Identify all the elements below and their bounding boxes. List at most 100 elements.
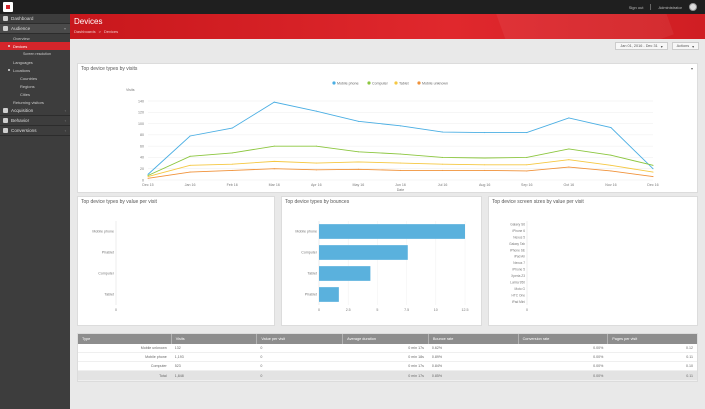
x-tick-label: Apr 16 (311, 183, 322, 187)
table-cell: Mobile unknown (140, 346, 167, 350)
column-header[interactable]: Average duration (342, 334, 428, 344)
sidebar-item-dashboard[interactable]: Dashboard (0, 14, 70, 24)
data-point (273, 101, 275, 103)
column-header[interactable]: Conversion rate (517, 334, 608, 344)
table-cell: 0.00% (593, 355, 604, 359)
chevron-left-icon: ‹ (64, 118, 66, 123)
chevron-left-icon: ‹ (64, 108, 66, 113)
data-point (315, 110, 317, 112)
category-label: Galaxy S6 (510, 222, 525, 226)
data-point (231, 152, 233, 154)
data-point (273, 168, 275, 170)
category-label: Phablet (102, 251, 114, 255)
sidebar-item-screen-resolution[interactable]: Screen resolution (0, 50, 70, 58)
sidebar-item-regions[interactable]: Regions (0, 82, 70, 90)
sidebar-item-label: Overview (13, 35, 30, 41)
y-tick-label: 60 (140, 144, 144, 148)
table-cell: 0 min 17s (408, 373, 424, 378)
devices-table: Type Visits Value per visit Average dura… (77, 333, 698, 382)
x-tick-label: Dec 16 (647, 183, 658, 187)
sidebar-item-label: Conversions (11, 128, 37, 133)
category-label: iPad Mini (512, 300, 525, 304)
data-point (652, 171, 654, 173)
data-point (147, 176, 149, 178)
data-point (400, 125, 401, 127)
x-tick-label: Jul 16 (438, 183, 448, 187)
chevron-down-icon: ▾ (63, 26, 66, 31)
category-label: Computer (98, 272, 115, 276)
column-header[interactable]: Pages per visit (607, 334, 697, 344)
data-point (442, 156, 444, 158)
category-label: iPhone 5 (512, 268, 525, 272)
table-row: Computer 523 0 0 min 17s 0.84% 0.00% 0.1… (78, 362, 697, 371)
table-cell: 0.00% (593, 346, 604, 350)
sidebar-item-label: Countries (20, 75, 38, 81)
sidebar-item-overview[interactable]: Overview (0, 34, 70, 42)
legend-entry: Mobile unknown (422, 81, 448, 85)
y-tick-label: 140 (138, 99, 144, 103)
sidebar-item-returning-visitors[interactable]: Returning visitors (0, 98, 70, 106)
x-axis-label: Date (397, 188, 405, 192)
avatar[interactable] (689, 3, 697, 11)
x-tick-label: Sep 16 (521, 183, 532, 187)
data-point (147, 177, 149, 179)
data-point (357, 168, 359, 170)
sidebar-item-locations[interactable]: Locations (0, 66, 70, 74)
sidebar-item-label: Returning visitors (13, 99, 44, 105)
sidebar-item-label: Regions (20, 83, 35, 89)
x-tick-label: Nov 16 (605, 183, 616, 187)
sidebar-item-conversions[interactable]: Conversions ‹ (0, 126, 70, 136)
sidebar-item-devices[interactable]: Devices (0, 42, 70, 50)
data-point (189, 164, 191, 166)
user-name[interactable]: Administrator (658, 4, 682, 10)
table-cell: 0.11 (686, 373, 694, 378)
table-cell: 0 (260, 364, 263, 368)
column-header[interactable]: Bounce rate (427, 334, 518, 344)
bar (319, 266, 371, 281)
x-tick-label: Jan 16 (185, 183, 196, 187)
x-tick-label: 10 (434, 308, 438, 312)
x-tick-label: 0 (526, 308, 528, 312)
page-title: Devices (74, 17, 103, 26)
sidebar-item-audience[interactable]: Audience ▾ (0, 24, 70, 34)
category-label: Galaxy Tab (509, 242, 525, 246)
category-label: iPhone 6 (512, 229, 525, 233)
x-tick-label: 0 (115, 308, 117, 312)
category-label: Tablet (104, 293, 114, 297)
chevron-left-icon: ‹ (64, 128, 66, 133)
breadcrumb: Dashboards > Devices (74, 29, 118, 34)
data-point (400, 169, 401, 171)
column-header[interactable]: Type (82, 337, 91, 341)
sidebar-item-acquisition[interactable]: Acquisition ‹ (0, 106, 70, 116)
line-chart-card: Top device types by visits ▾ Visits 0 20 40… (77, 63, 698, 193)
data-point (484, 164, 486, 166)
category-label: Xperia Z3 (511, 274, 525, 278)
data-point (610, 154, 612, 156)
actions-label: Actions (676, 44, 690, 48)
data-point (442, 169, 444, 171)
actions-button[interactable]: Actions ▾ (671, 42, 699, 50)
data-point (484, 169, 486, 171)
sign-out-link[interactable]: Sign out (628, 4, 644, 10)
data-point (273, 160, 275, 162)
bar (319, 245, 408, 260)
value-per-visit-card: Top device types by value per visit 0 Mob… (77, 196, 275, 326)
date-range-picker[interactable]: Jan 01, 2016 - Dec 31 ▾ (615, 42, 668, 50)
breadcrumb-item[interactable]: Dashboards (74, 29, 96, 34)
top-bar: Sign out Administrator (0, 0, 705, 14)
sidebar-item-countries[interactable]: Countries (0, 74, 70, 82)
column-header[interactable]: Visits (170, 334, 257, 344)
data-point (526, 170, 528, 172)
x-tick-label: Jun 16 (395, 183, 406, 187)
category-label: HTC One (512, 294, 526, 298)
app-logo[interactable] (3, 2, 13, 12)
column-header[interactable]: Value per visit (256, 334, 342, 344)
data-point (442, 131, 444, 133)
sidebar-item-cities[interactable]: Cities (0, 90, 70, 98)
sidebar-item-label: Languages (13, 59, 33, 65)
sidebar-item-languages[interactable]: Languages (0, 58, 70, 66)
table-cell: 0.62% (431, 346, 443, 350)
sidebar-item-behavior[interactable]: Behavior ‹ (0, 116, 70, 126)
chevron-down-icon[interactable]: ▾ (690, 66, 693, 71)
legend-marker (394, 81, 398, 85)
